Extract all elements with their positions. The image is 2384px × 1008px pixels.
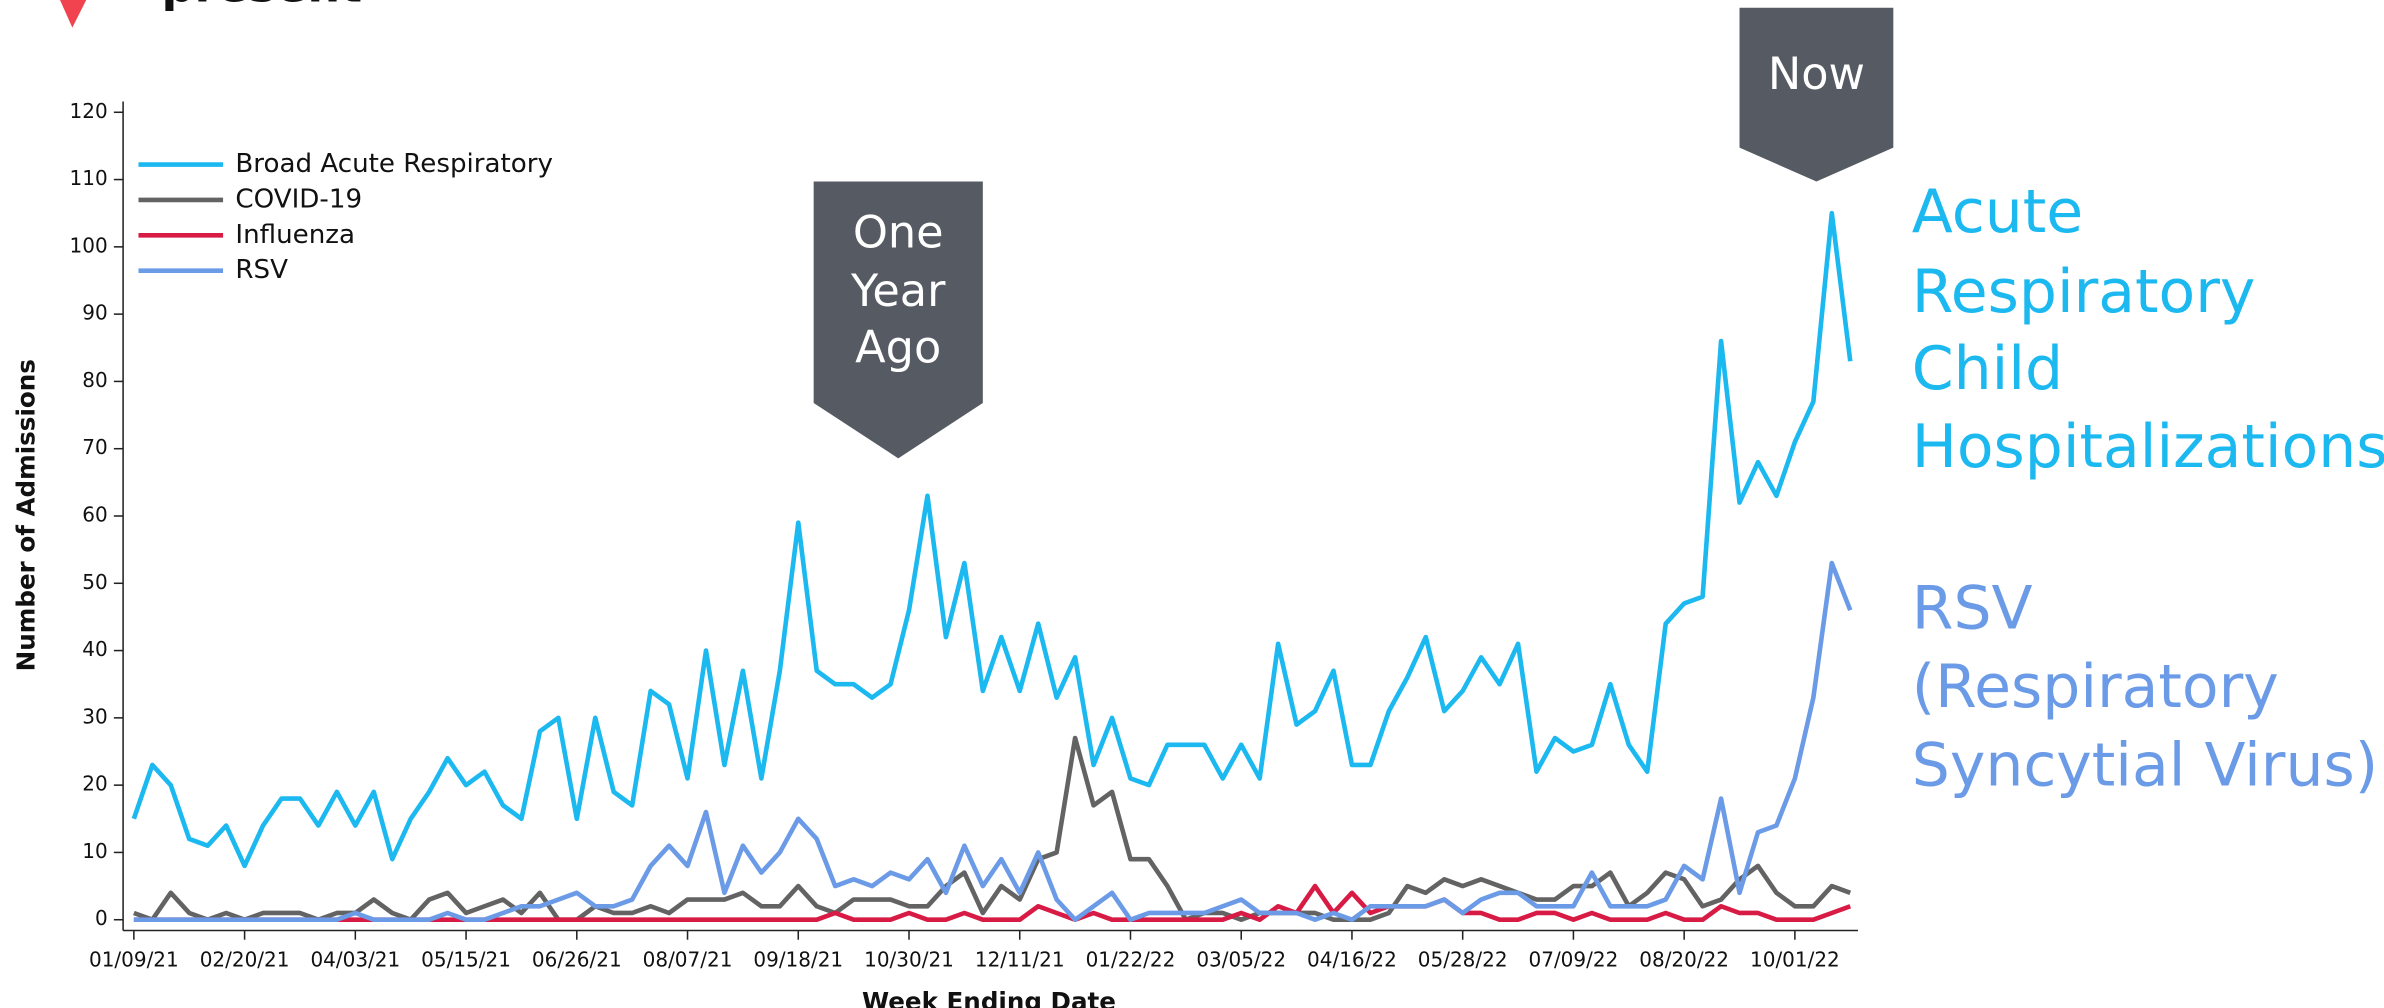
x-tick-label: 02/20/21 bbox=[200, 948, 290, 972]
x-tick-label: 04/03/21 bbox=[310, 948, 400, 972]
side-label: Respiratory bbox=[1912, 257, 2256, 327]
callout-text: Now bbox=[1768, 48, 1865, 100]
y-tick-label: 110 bbox=[70, 166, 108, 190]
y-tick-label: 60 bbox=[82, 502, 107, 526]
y-tick-label: 50 bbox=[82, 570, 107, 594]
x-tick-label: 10/30/21 bbox=[864, 948, 954, 972]
callout-text: One bbox=[853, 206, 944, 258]
legend-label: COVID-19 bbox=[235, 184, 362, 214]
x-tick-label: 04/16/22 bbox=[1307, 948, 1397, 972]
side-label: Child bbox=[1912, 334, 2063, 404]
heading-fragment: present bbox=[162, 0, 363, 13]
side-label: Hospitalizations bbox=[1912, 412, 2384, 482]
y-tick-label: 20 bbox=[82, 772, 107, 796]
y-tick-label: 10 bbox=[82, 839, 107, 863]
y-tick-label: 80 bbox=[82, 368, 107, 392]
y-tick-label: 120 bbox=[70, 99, 108, 123]
series-line bbox=[131, 210, 1853, 869]
x-tick-label: 12/11/21 bbox=[975, 948, 1065, 972]
series-line bbox=[133, 560, 1853, 923]
side-label: (Respiratory bbox=[1912, 652, 2279, 722]
x-tick-label: 01/09/21 bbox=[89, 948, 179, 972]
side-label: Syncytial Virus) bbox=[1912, 731, 2378, 801]
legend-label: Influenza bbox=[235, 220, 355, 250]
y-tick-label: 40 bbox=[82, 637, 107, 661]
y-axis-title: Number of Admissions bbox=[12, 359, 41, 671]
x-tick-label: 10/01/22 bbox=[1750, 948, 1840, 972]
legend-label: RSV bbox=[235, 255, 288, 285]
series-line bbox=[133, 735, 1852, 923]
y-tick-label: 90 bbox=[82, 301, 107, 325]
heading-icon bbox=[60, 0, 87, 28]
y-tick-label: 30 bbox=[82, 704, 107, 728]
callout-box bbox=[1739, 7, 1894, 182]
callout-text: Ago bbox=[855, 322, 941, 374]
y-tick-label: 0 bbox=[95, 906, 108, 930]
legend-label: Broad Acute Respiratory bbox=[235, 149, 553, 179]
y-tick-label: 100 bbox=[70, 233, 108, 257]
x-tick-label: 06/26/21 bbox=[532, 948, 622, 972]
x-tick-label: 03/05/22 bbox=[1196, 948, 1286, 972]
x-tick-label: 08/07/21 bbox=[643, 948, 733, 972]
side-label: Acute bbox=[1912, 177, 2083, 247]
callout-text: Year bbox=[850, 265, 946, 317]
x-tick-label: 05/28/22 bbox=[1418, 948, 1508, 972]
y-tick-label: 70 bbox=[82, 435, 107, 459]
x-axis-title: Week Ending Date bbox=[862, 987, 1116, 1008]
x-tick-label: 05/15/21 bbox=[421, 948, 511, 972]
callout-box bbox=[813, 181, 983, 459]
x-tick-label: 07/09/22 bbox=[1529, 948, 1619, 972]
x-tick-label: 09/18/21 bbox=[753, 948, 843, 972]
x-tick-label: 01/22/22 bbox=[1086, 948, 1176, 972]
side-label: RSV bbox=[1912, 574, 2033, 644]
x-tick-label: 08/20/22 bbox=[1639, 948, 1729, 972]
